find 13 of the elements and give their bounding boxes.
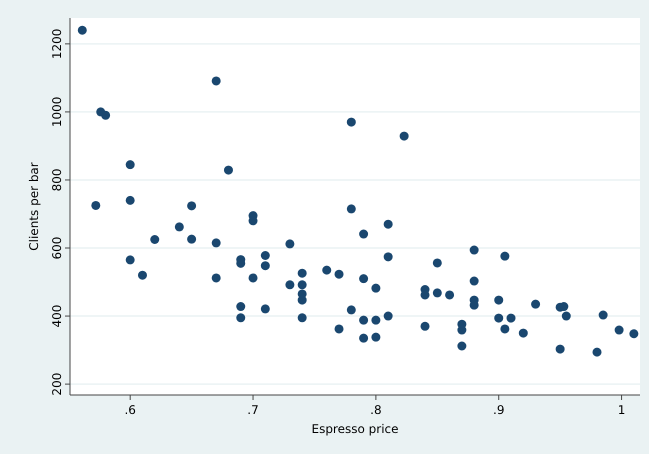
y-axis-title: Clients per bar bbox=[27, 162, 41, 251]
x-tick-label: 1 bbox=[618, 403, 626, 417]
y-tick-label: 1000 bbox=[50, 96, 64, 128]
y-tick-label: 800 bbox=[50, 168, 64, 192]
x-tick-label: .8 bbox=[370, 403, 382, 417]
y-tick-label: 400 bbox=[50, 304, 64, 328]
x-axis-title: Espresso price bbox=[311, 422, 399, 436]
x-tick-label: .6 bbox=[124, 403, 136, 417]
x-tick-label: .7 bbox=[247, 403, 259, 417]
x-tick-label: .9 bbox=[493, 403, 504, 417]
y-tick-label: 200 bbox=[50, 372, 64, 396]
y-tick-label: 1200 bbox=[50, 28, 64, 60]
y-tick-label: 600 bbox=[50, 236, 64, 260]
